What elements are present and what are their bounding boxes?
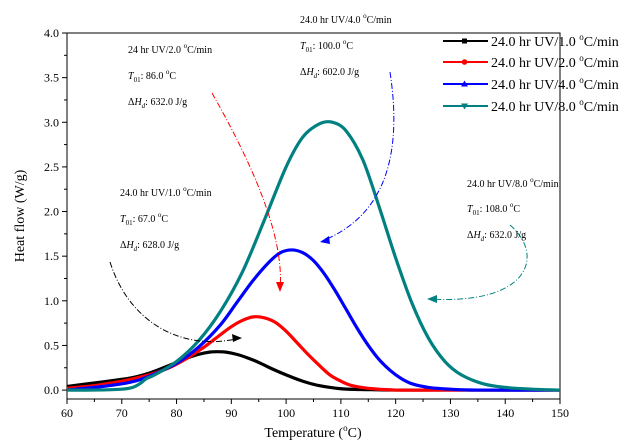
x-tick-label: 70 [116, 406, 128, 420]
annotation-arrowheads [232, 236, 437, 342]
arrow-4-head [320, 236, 330, 244]
x-axis-title: Temperature (oC) [264, 423, 362, 441]
legend-marker-3 [461, 80, 468, 87]
series-line-3 [67, 248, 560, 392]
legend-marker-2 [461, 59, 468, 65]
annotation-8-line2: T01: 108.0 oC [467, 201, 520, 217]
y-tick-label: 1.5 [44, 249, 59, 263]
axis-ticks [62, 32, 561, 404]
arrow-8-line [429, 224, 528, 300]
x-tick-label: 60 [61, 406, 73, 420]
y-tick-label: 2.5 [44, 160, 59, 174]
annotation-2-line3: ΔHd: 632.0 J/g [128, 97, 187, 110]
x-tick-label: 130 [441, 406, 459, 420]
annotation-4-line2: T01: 100.0 oC [300, 38, 353, 54]
x-tick-labels: 60 70 80 90 100 110 120 130 140 150 [61, 406, 569, 420]
annotation-4: 24.0 hr UV/4.0 oC/min T01: 100.0 oC ΔHd:… [300, 12, 392, 80]
arrow-2-head [276, 282, 284, 292]
annotation-4-line3: ΔHd: 602.0 J/g [300, 67, 359, 80]
legend-item-2: 24.0 hr UV/2.0 oC/min [443, 53, 619, 71]
annotation-arrows [109, 71, 528, 343]
y-tick-label: 1.0 [44, 294, 59, 308]
series-layer [67, 120, 560, 392]
x-tick-label: 140 [496, 406, 514, 420]
legend-item-3: 24.0 hr UV/4.0 oC/min [443, 75, 619, 93]
annotation-1-line3: ΔHd: 628.0 J/g [120, 240, 179, 253]
arrow-1-head [232, 334, 242, 342]
x-tick-label: 110 [332, 406, 350, 420]
legend-label-2: 24.0 hr UV/2.0 oC/min [491, 53, 619, 71]
legend-marker-4 [461, 103, 468, 110]
legend-label-4: 24.0 hr UV/8.0 oC/min [491, 97, 619, 115]
annotation-8-line1: 24.0 hr UV/8.0 oC/min [467, 176, 559, 190]
y-axis-title: Heat flow (W/g) [13, 169, 28, 262]
annotation-1-line1: 24.0 hr UV/1.0 oC/min [120, 185, 212, 199]
arrow-4-line [321, 71, 395, 242]
annotation-4-line1: 24.0 hr UV/4.0 oC/min [300, 12, 392, 26]
legend-item-1: 24.0 hr UV/1.0 oC/min [443, 32, 619, 50]
legend-marker-1 [462, 38, 467, 44]
annotation-2: 24 hr UV/2.0 oC/min T01: 86.0 oC ΔHd: 63… [128, 42, 212, 110]
y-tick-label: 0.0 [44, 383, 59, 397]
y-tick-labels: 0.0 0.5 1.0 1.5 2.0 2.5 3.0 3.5 4.0 [44, 26, 59, 397]
x-tick-label: 120 [387, 406, 405, 420]
legend: 24.0 hr UV/1.0 oC/min 24.0 hr UV/2.0 oC/… [443, 32, 619, 115]
arrow-8-head [427, 295, 437, 303]
y-tick-label: 0.5 [44, 338, 59, 352]
annotation-8: 24.0 hr UV/8.0 oC/min T01: 108.0 oC ΔHd:… [467, 176, 559, 243]
x-tick-label: 80 [171, 406, 183, 420]
y-tick-label: 3.5 [44, 71, 59, 85]
legend-label-3: 24.0 hr UV/4.0 oC/min [491, 75, 619, 93]
series-line-4 [67, 120, 560, 392]
x-tick-label: 150 [551, 406, 569, 420]
annotation-2-line2: T01: 86.0 oC [128, 68, 176, 84]
arrow-2-line [211, 92, 281, 291]
x-tick-label: 90 [225, 406, 237, 420]
y-tick-label: 2.0 [44, 205, 59, 219]
x-tick-label: 100 [277, 406, 295, 420]
legend-item-4: 24.0 hr UV/8.0 oC/min [443, 97, 619, 115]
legend-label-1: 24.0 hr UV/1.0 oC/min [491, 32, 619, 50]
annotation-1: 24.0 hr UV/1.0 oC/min T01: 67.0 oC ΔHd: … [120, 185, 212, 253]
y-tick-label: 3.0 [44, 115, 59, 129]
annotation-8-line3: ΔHd: 632.0 J/g [467, 230, 526, 243]
annotation-2-line1: 24 hr UV/2.0 oC/min [128, 42, 212, 56]
arrow-1-line [109, 261, 241, 343]
annotation-1-line2: T01: 67.0 oC [120, 211, 168, 227]
y-tick-label: 4.0 [44, 26, 59, 40]
